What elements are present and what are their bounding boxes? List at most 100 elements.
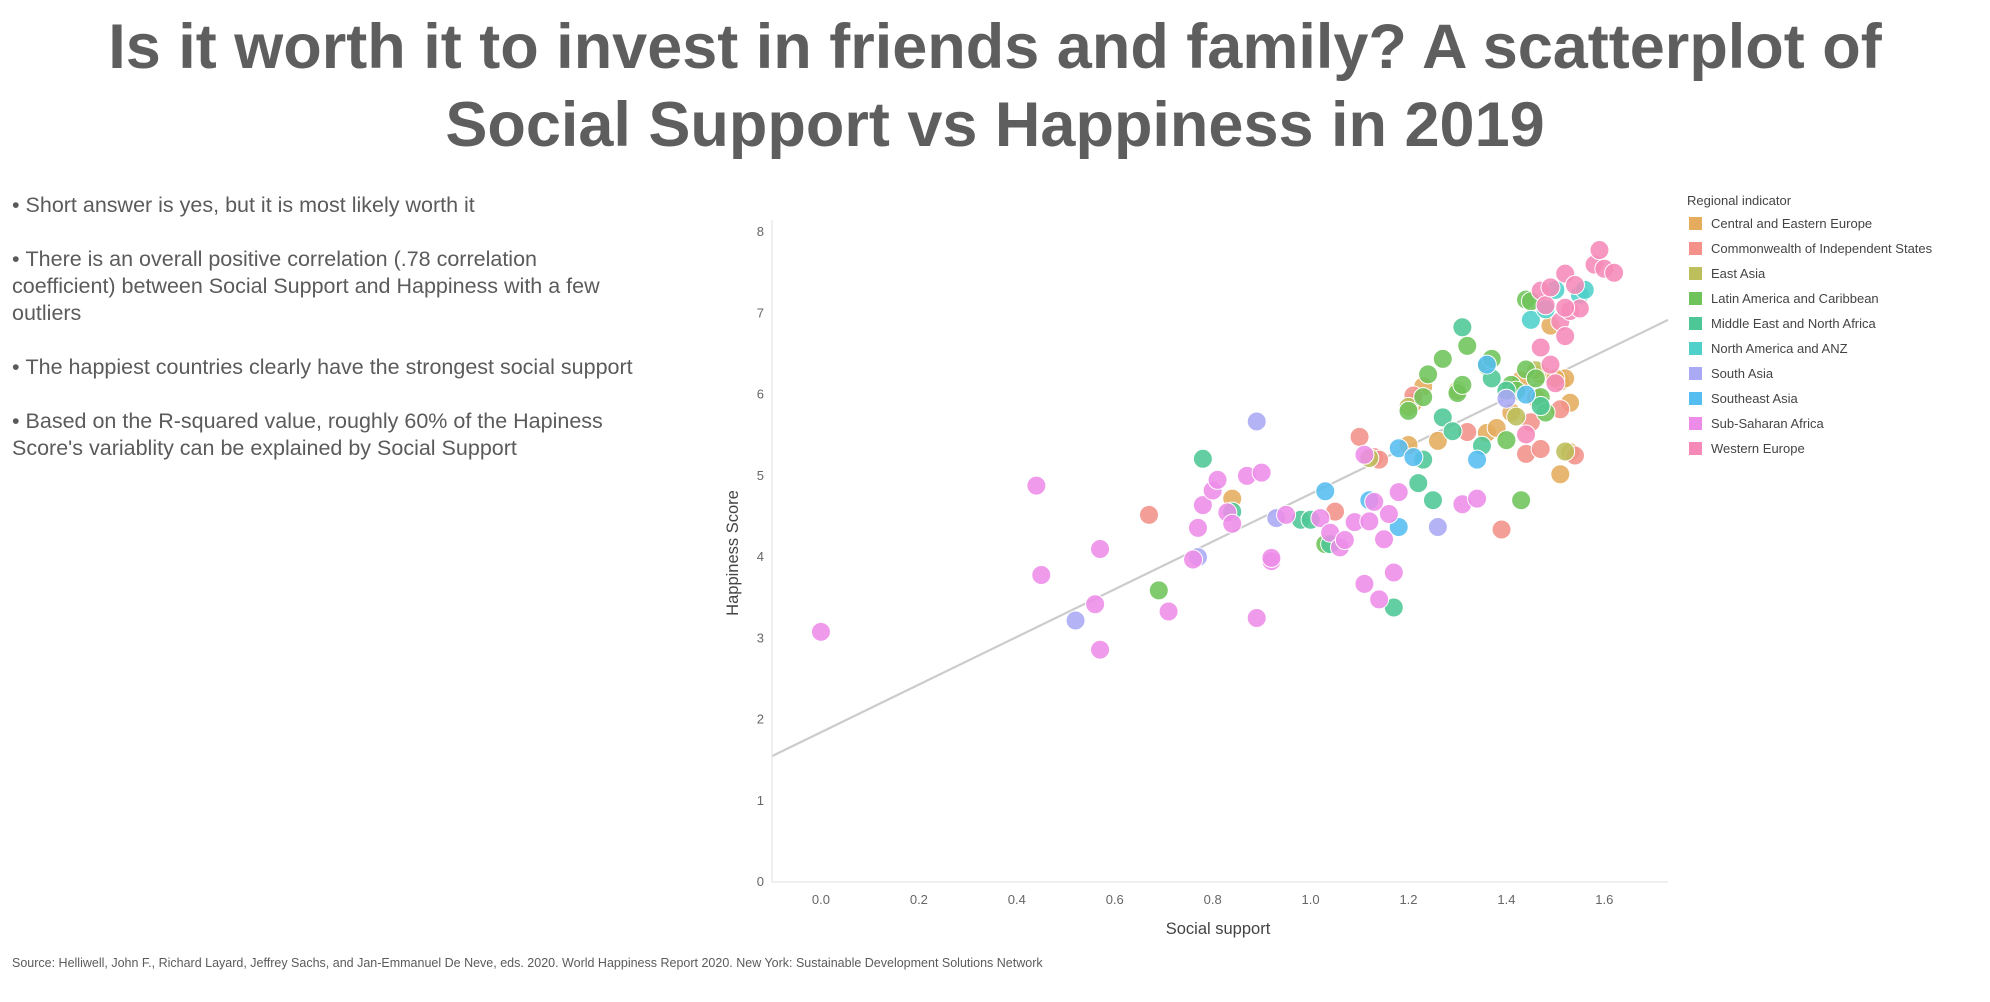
x-tick-label: 0.2 (910, 892, 928, 907)
data-point (1467, 449, 1488, 470)
x-tick-label: 1.0 (1302, 892, 1320, 907)
data-point (1090, 639, 1111, 660)
legend-swatch (1689, 292, 1702, 305)
data-point (1520, 309, 1541, 330)
data-point (1222, 513, 1243, 534)
legend-label: Sub-Saharan Africa (1711, 416, 1825, 431)
x-tick-label: 1.6 (1595, 892, 1613, 907)
data-point (1192, 448, 1213, 469)
bullet-item: Short answer is yes, but it is most like… (12, 192, 642, 219)
data-point (810, 621, 831, 642)
legend-label: South Asia (1711, 366, 1774, 381)
data-point (1427, 517, 1448, 538)
legend-swatch (1689, 392, 1702, 405)
data-point (1148, 580, 1169, 601)
y-tick-label: 1 (757, 793, 764, 808)
data-point (1369, 589, 1390, 610)
legend-label: Southeast Asia (1711, 391, 1798, 406)
data-point (1555, 441, 1576, 462)
points-layer (810, 240, 1625, 660)
data-point (1374, 529, 1395, 550)
x-tick-label: 0.6 (1106, 892, 1124, 907)
data-point (1383, 562, 1404, 583)
data-point (1530, 337, 1551, 358)
y-tick-label: 6 (757, 387, 764, 402)
data-point (1506, 406, 1527, 427)
y-axis-title: Happiness Score (724, 490, 742, 616)
data-point (1540, 277, 1561, 298)
data-point (1511, 490, 1532, 511)
y-tick-label: 4 (757, 549, 764, 564)
data-point (1432, 348, 1453, 369)
data-point (1555, 297, 1576, 318)
data-point (1187, 517, 1208, 538)
legend-swatch (1689, 367, 1702, 380)
data-point (1452, 374, 1473, 395)
title-line-1: Is it worth it to invest in friends and … (108, 12, 1882, 82)
data-point (1192, 495, 1213, 516)
data-point (1139, 504, 1160, 525)
y-tick-label: 3 (757, 630, 764, 645)
legend-swatch (1689, 217, 1702, 230)
data-point (1564, 274, 1585, 295)
data-point (1315, 481, 1336, 502)
data-point (1555, 326, 1576, 347)
data-point (1349, 426, 1370, 447)
data-point (1276, 504, 1297, 525)
data-point (1491, 519, 1512, 540)
data-point (1403, 447, 1424, 468)
legend-label: Central and Eastern Europe (1711, 216, 1872, 231)
data-point (1418, 364, 1439, 385)
legend-label: Commonwealth of Independent States (1711, 241, 1933, 256)
data-point (1090, 538, 1111, 559)
legend-label: Western Europe (1711, 441, 1805, 456)
data-point (1354, 444, 1375, 465)
data-point (1452, 317, 1473, 338)
data-point (1530, 396, 1551, 417)
data-point (1516, 424, 1537, 445)
data-point (1388, 438, 1409, 459)
x-tick-label: 0.8 (1204, 892, 1222, 907)
data-point (1026, 475, 1047, 496)
data-point (1540, 354, 1561, 375)
source-note: Source: Helliwell, John F., Richard Laya… (12, 956, 1043, 970)
legend-swatch (1689, 317, 1702, 330)
data-point (1398, 400, 1419, 421)
bullet-item: The happiest countries clearly have the … (12, 354, 642, 381)
data-point (1422, 490, 1443, 511)
data-point (1085, 594, 1106, 615)
bullet-item: Based on the R-squared value, roughly 60… (12, 408, 642, 462)
data-point (1031, 564, 1052, 585)
x-tick-label: 1.2 (1399, 892, 1417, 907)
data-point (1530, 439, 1551, 460)
data-point (1476, 354, 1497, 375)
data-point (1158, 601, 1179, 622)
legend: Regional indicator Central and Eastern Eu… (1687, 193, 1933, 456)
y-tick-label: 2 (757, 712, 764, 727)
data-point (1550, 464, 1571, 485)
bullet-item: There is an overall positive correlation… (12, 246, 642, 327)
x-tick-label: 1.4 (1497, 892, 1515, 907)
data-point (1207, 469, 1228, 490)
data-point (1065, 610, 1086, 631)
legend-label: Latin America and Caribbean (1711, 291, 1879, 306)
data-point (1467, 488, 1488, 509)
legend-swatch (1689, 242, 1702, 255)
legend-label: East Asia (1711, 266, 1766, 281)
data-point (1432, 407, 1453, 428)
axis-layer: 0.0 0.2 0.4 0.6 0.8 1.0 1.2 1.4 1.6 0 1 2 3 4 5 6 7 8 Soci… (724, 220, 1668, 938)
data-point (1525, 368, 1546, 389)
data-point (1310, 508, 1331, 529)
data-point (1516, 384, 1537, 405)
legend-swatch (1689, 267, 1702, 280)
data-point (1496, 388, 1517, 409)
data-point (1388, 482, 1409, 503)
data-point (1246, 411, 1267, 432)
data-point (1364, 491, 1385, 512)
x-axis-title: Social support (1166, 920, 1271, 938)
legend-swatch (1689, 342, 1702, 355)
data-point (1604, 262, 1625, 283)
data-point (1457, 335, 1478, 356)
data-point (1334, 530, 1355, 551)
